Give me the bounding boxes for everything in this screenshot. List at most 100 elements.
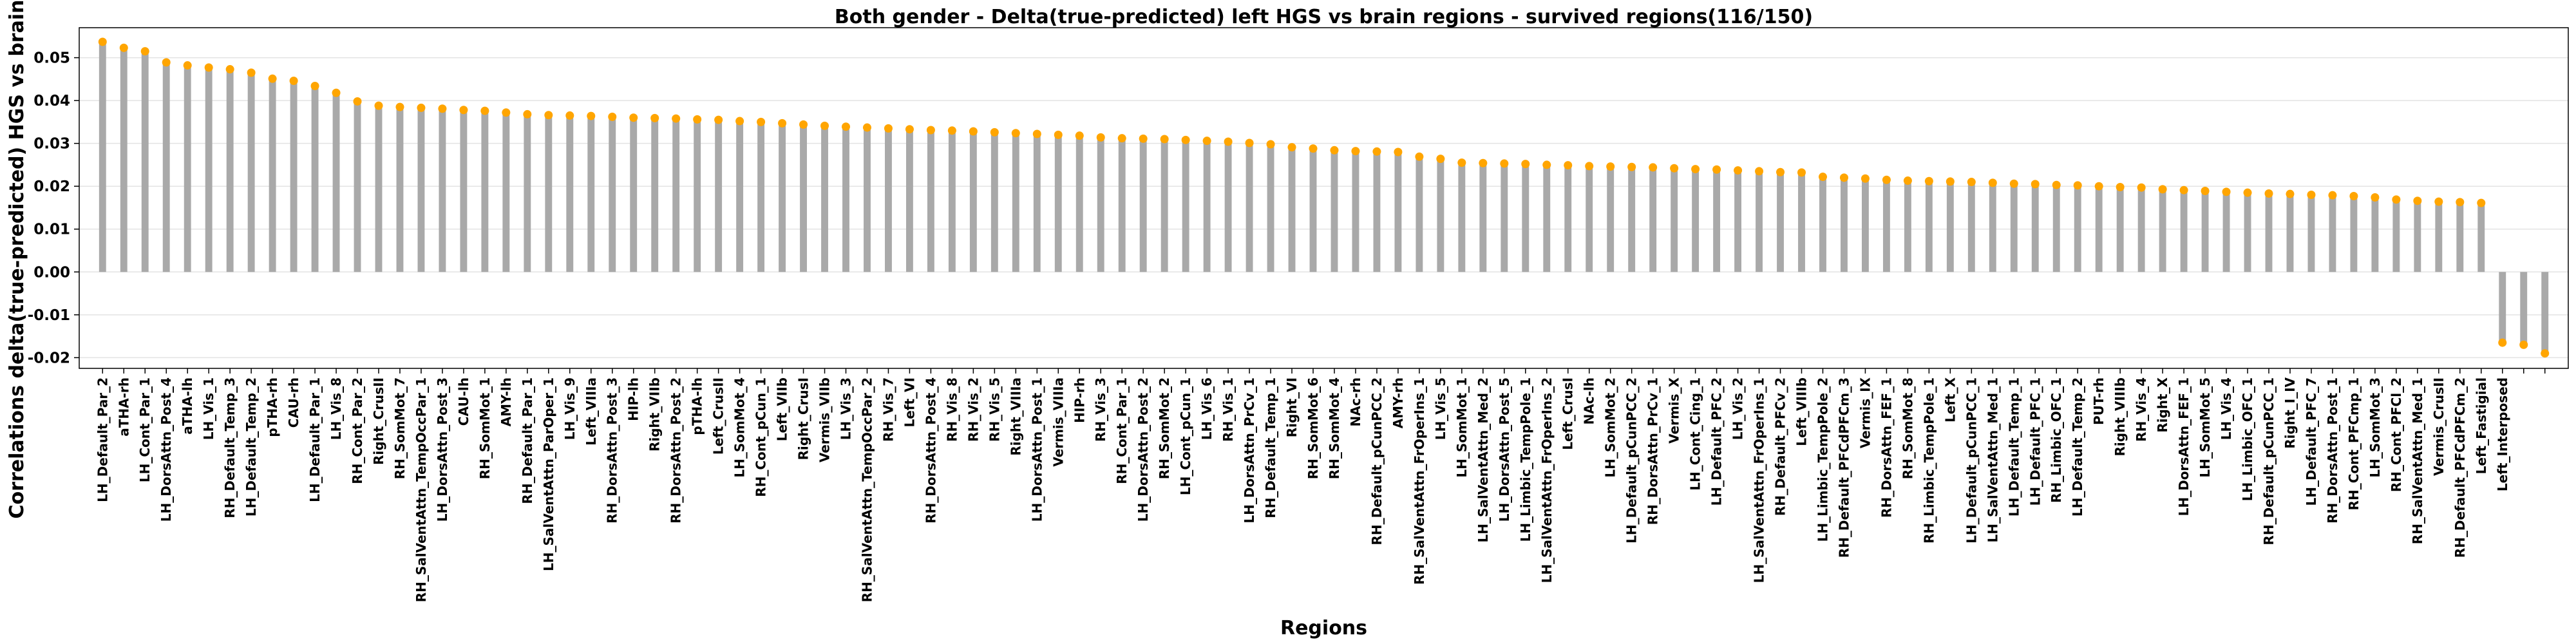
data-point — [884, 124, 893, 133]
data-point — [1627, 162, 1636, 171]
x-tick-label: RH_SalVentAttn_TempOccPar_2 — [859, 377, 875, 602]
bar — [715, 120, 723, 272]
x-tick-label: LH_DorsAttn_Post_5 — [1497, 377, 1512, 522]
x-tick-label: RH_Default_Temp_1 — [1263, 377, 1278, 518]
bars — [99, 41, 2549, 354]
bar — [2201, 191, 2209, 272]
bar — [545, 115, 553, 272]
bar — [2159, 189, 2166, 272]
x-tick-label: LH_Cont_Par_1 — [137, 377, 153, 482]
bar — [524, 114, 531, 272]
x-tick-label: RH_Cont_PFCl_2 — [2389, 377, 2404, 492]
x-tick-label: RH_Default_pCunPCC_1 — [2261, 377, 2277, 545]
data-point — [140, 47, 149, 56]
x-tick-label: Vermis_CrusII — [2431, 377, 2447, 476]
bar — [1075, 135, 1083, 272]
bar — [1501, 163, 1508, 272]
data-point — [1245, 138, 1254, 147]
bar — [184, 65, 191, 272]
x-tick-label: LH_Vis_4 — [2219, 377, 2234, 440]
y-tick-label: 0.00 — [33, 264, 70, 281]
x-tick-label: Left_X — [1942, 377, 1958, 422]
x-tick-label: RH_Cont_pCun_1 — [753, 377, 769, 497]
data-point — [2286, 189, 2295, 198]
bar — [2541, 272, 2549, 354]
x-tick-label: Right_CrusI — [796, 377, 811, 460]
data-point — [2009, 179, 2018, 188]
data-point — [1224, 137, 1233, 146]
x-tick-label: Vermis_X — [1667, 377, 1682, 443]
x-tick-label: LH_DorsAttn_Post_3 — [435, 377, 450, 522]
bar — [1649, 167, 1657, 272]
data-point — [119, 43, 128, 52]
bar — [1628, 167, 1636, 272]
x-tick-label: Right_VIIIb — [2112, 377, 2128, 457]
bar — [1713, 169, 1721, 272]
x-tick-label: LH_Default_PFC_2 — [1709, 377, 1725, 506]
data-point — [2264, 189, 2273, 198]
x-tick-label: PUT-rh — [2091, 377, 2107, 425]
data-point — [2349, 192, 2358, 201]
x-tick-label: LH_Cont_pCun_1 — [1178, 377, 1193, 495]
bar — [1394, 151, 1402, 272]
x-tick-label: HIP-rh — [1072, 377, 1087, 423]
data-point — [1734, 166, 1743, 175]
x-tick-label: LH_DorsAttn_PrCv_1 — [1242, 377, 1257, 524]
data-point — [1946, 177, 1955, 186]
x-tick-label: RH_DorsAttn_Post_1 — [2325, 377, 2340, 524]
x-tick-label: pTHA-rh — [265, 377, 280, 437]
x-tick-label: RH_Vis_3 — [1093, 377, 1108, 442]
data-point — [608, 112, 617, 121]
x-tick-label: Left_VIIb — [775, 377, 790, 441]
x-tick-label: RH_Default_Temp_3 — [222, 377, 238, 518]
data-point — [1670, 164, 1679, 173]
bar — [2477, 203, 2485, 272]
x-tick-label: LH_Default_pCunPCC_1 — [1964, 377, 1979, 544]
bar — [1309, 148, 1317, 272]
data-point — [2179, 185, 2188, 194]
bar — [587, 116, 595, 272]
data-point — [2158, 185, 2167, 194]
bar — [1904, 180, 1911, 272]
data-point — [1117, 134, 1126, 143]
data-point — [1181, 135, 1190, 144]
x-tick-label: LH_SalVentAttn_FrOperIns_1 — [1752, 377, 1767, 583]
x-tick-label: LH_Vis_5 — [1433, 377, 1448, 440]
data-point — [289, 77, 298, 86]
x-tick-label: LH_Vis_6 — [1199, 377, 1215, 440]
x-tick-label: LH_Limbic_TempPole_2 — [1815, 377, 1830, 542]
bar — [205, 67, 213, 272]
data-point — [1924, 176, 1933, 185]
x-tick-label: LH_SomMot_2 — [1603, 377, 1618, 478]
bar — [1819, 176, 1826, 272]
data-point — [1564, 161, 1573, 170]
x-tick-label: Right_VIIb — [647, 377, 663, 451]
data-point — [1691, 165, 1700, 174]
bar — [226, 69, 234, 272]
x-tick-label: RH_Default_PFCdPFCm_3 — [1836, 377, 1852, 558]
x-tick-label: LH_DorsAttn_FEF_1 — [2176, 377, 2192, 516]
data-point — [2392, 195, 2401, 204]
data-point — [1776, 167, 1785, 176]
x-tick-label: RH_DorsAttn_FEF_1 — [1879, 377, 1894, 518]
data-point — [1606, 162, 1615, 171]
x-tick-label: LH_Default_Temp_1 — [2006, 377, 2022, 516]
bar — [1777, 172, 1784, 272]
data-point — [1054, 130, 1063, 139]
y-ticks: -0.02 -0.01 0.00 0.01 0.02 0.03 0.04 0.05 — [28, 50, 79, 366]
data-point — [502, 108, 511, 117]
bar — [2371, 197, 2379, 272]
x-tick-label: RH_Cont_Par_2 — [350, 377, 365, 484]
x-tick-label: LH_Default_pCunPCC_2 — [1624, 377, 1640, 544]
bar — [990, 132, 998, 272]
x-tick-label: Left_VIIIa — [583, 377, 599, 446]
x-tick-label: CAU-rh — [286, 377, 301, 428]
data-point — [1096, 133, 1105, 142]
grid-lines — [79, 57, 2568, 359]
x-tick-label: Left_Interposed — [2495, 377, 2510, 491]
x-tick-label: RH_SalVentAttn_FrOperIns_1 — [1412, 377, 1427, 585]
bar — [672, 118, 680, 272]
x-tick-label: RH_DorsAttn_Post_2 — [668, 377, 684, 524]
x-tick-label: LH_SomMot_5 — [2197, 377, 2213, 478]
x-tick-label: LH_Default_PFC_1 — [2027, 377, 2043, 506]
